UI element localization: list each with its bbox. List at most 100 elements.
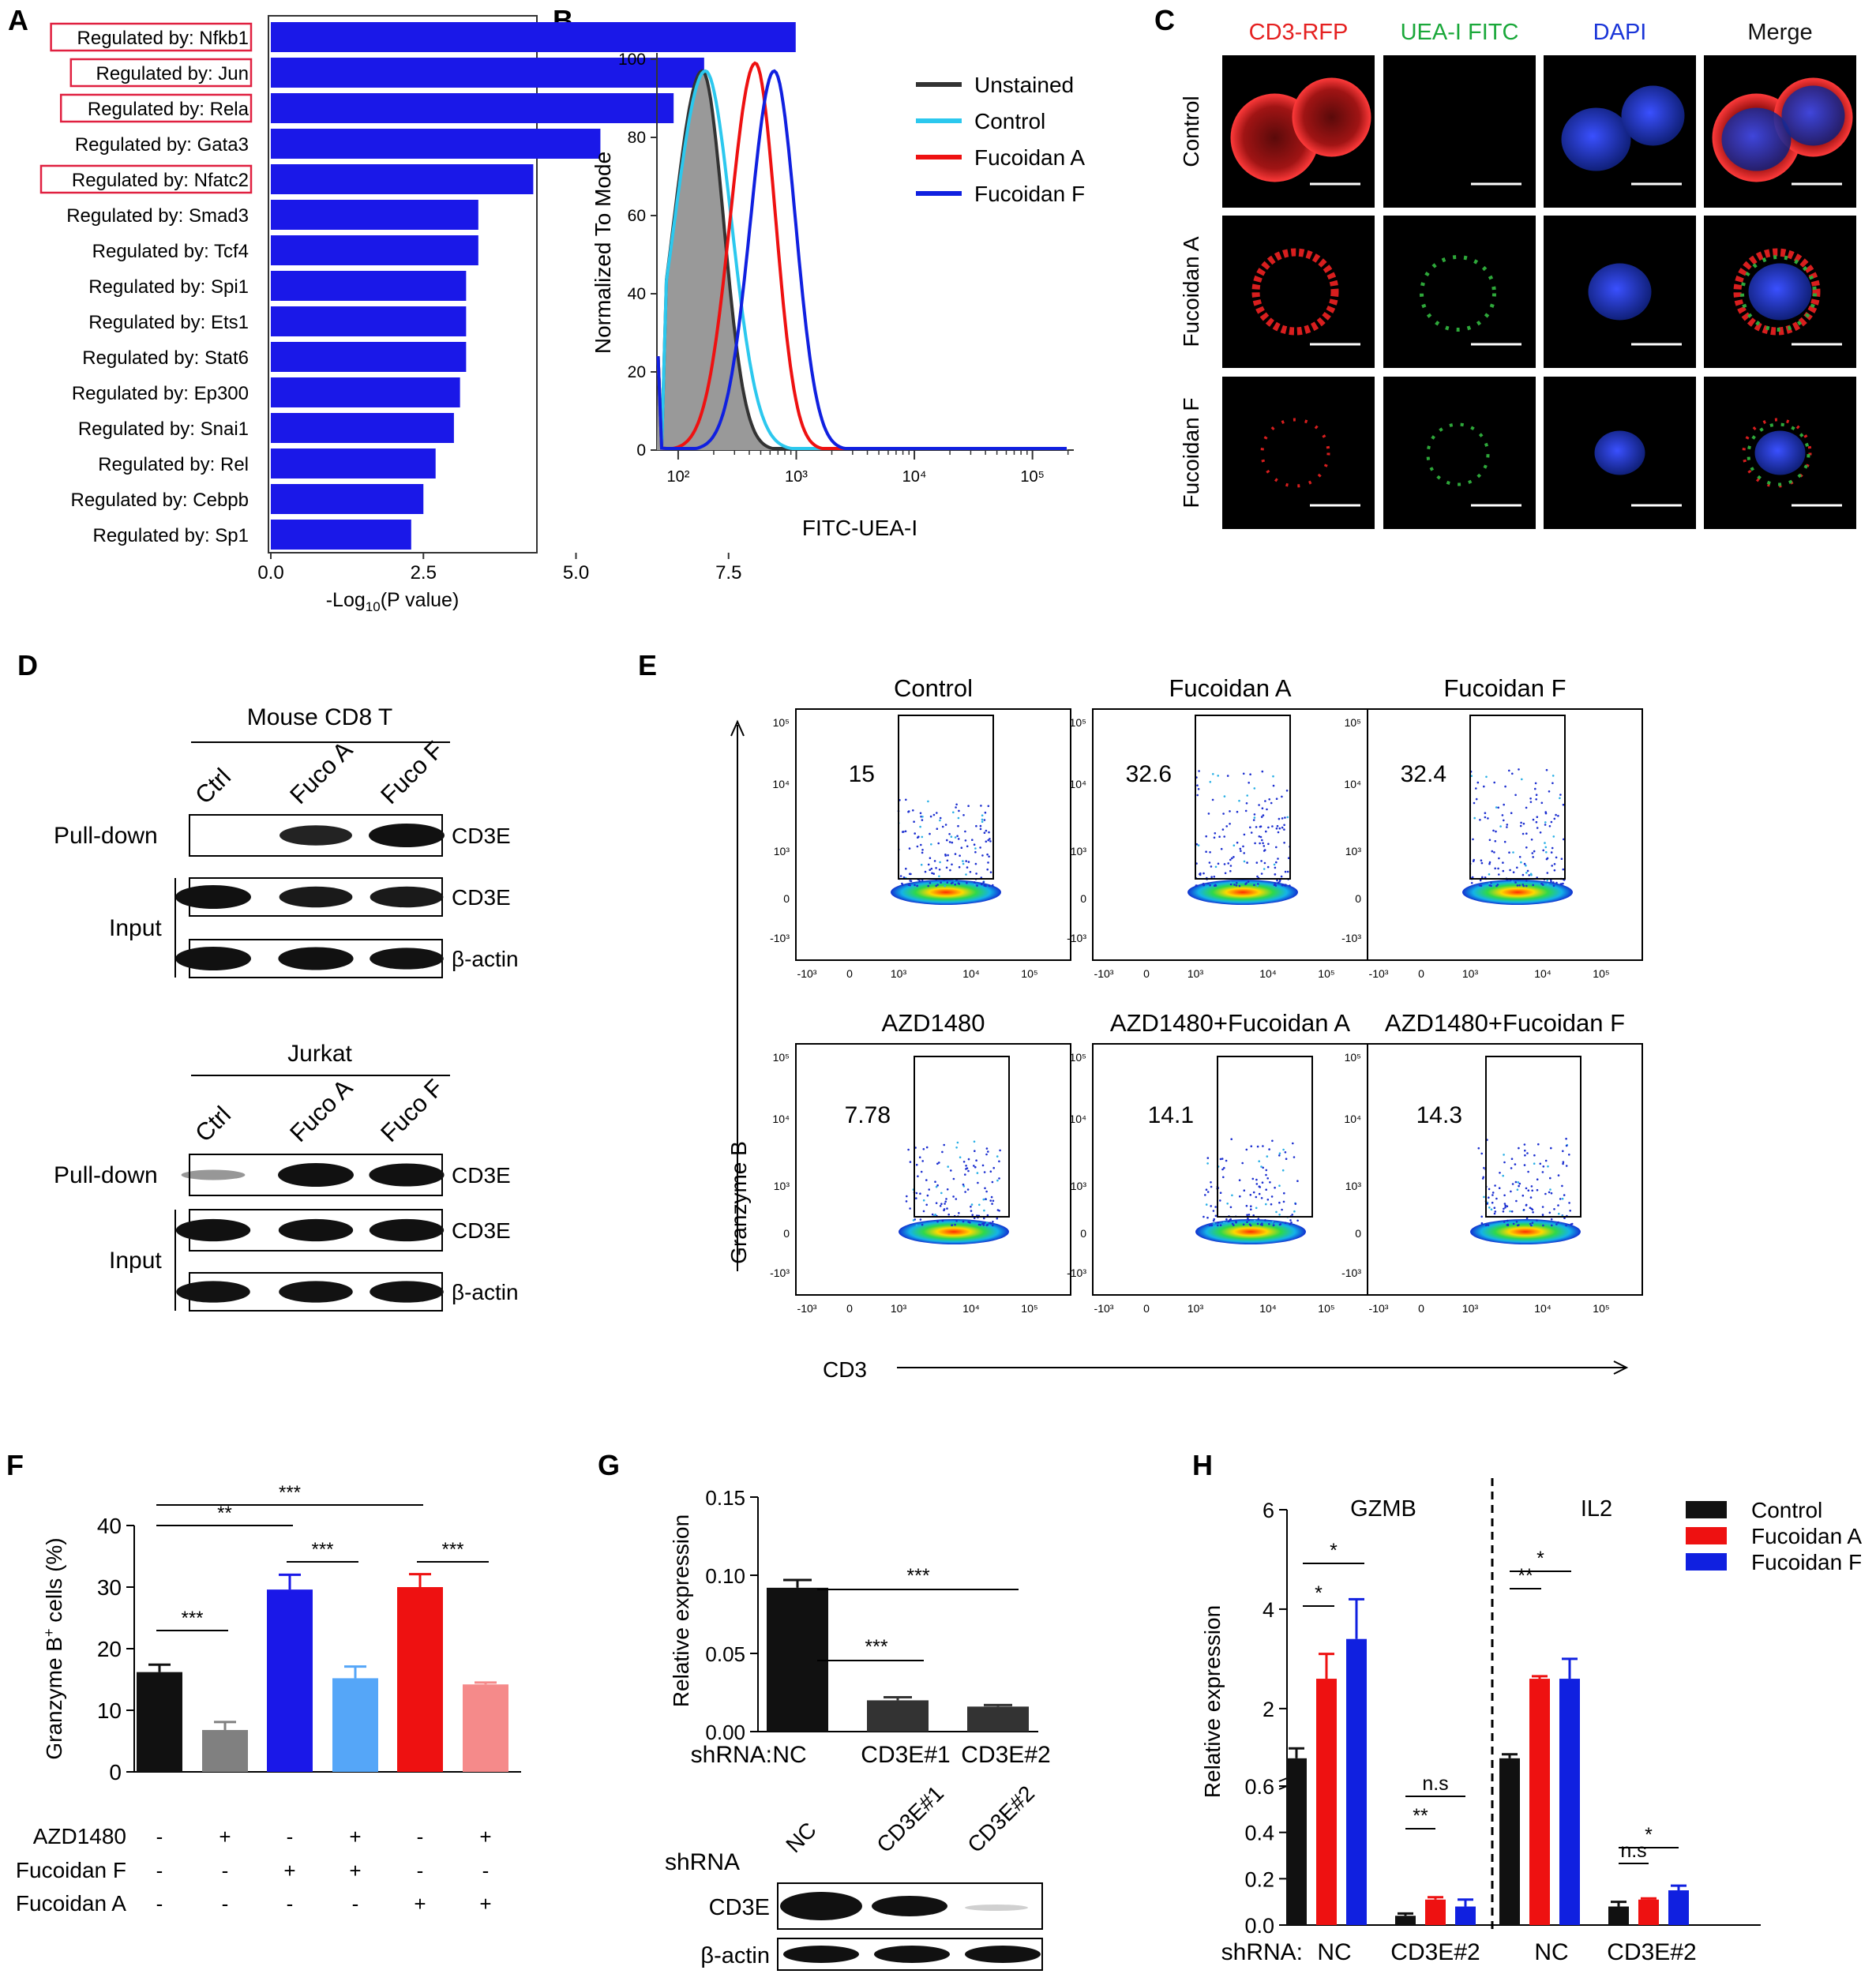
panel-e-event-dot bbox=[1525, 832, 1528, 835]
panel-e-event-dot bbox=[946, 839, 948, 842]
panel-e-ytick-label: 10³ bbox=[774, 1180, 790, 1192]
panel-h-legend-label: Control bbox=[1751, 1498, 1822, 1522]
panel-e-event-dot bbox=[1559, 794, 1562, 796]
panel-e-gate bbox=[1469, 715, 1566, 880]
panel-e-event-dot bbox=[1284, 816, 1286, 819]
panel-e-event-dot bbox=[1542, 884, 1544, 886]
panel-e-event-dot bbox=[1503, 1221, 1506, 1223]
panel-g-ytick-label: 0.05 bbox=[705, 1642, 745, 1666]
panel-e-event-dot bbox=[966, 1167, 969, 1169]
panel-e-event-dot bbox=[970, 1210, 973, 1212]
panel-e-event-dot bbox=[944, 884, 946, 888]
panel-e-event-dot bbox=[1273, 884, 1276, 887]
panel-e-event-dot bbox=[985, 829, 988, 832]
panel-g-band bbox=[965, 1905, 1028, 1911]
panel-c-row-label: Control bbox=[1179, 96, 1203, 167]
panel-e-event-dot bbox=[1229, 823, 1231, 825]
panel-e-event-dot bbox=[931, 872, 933, 875]
panel-e-event-dot bbox=[1239, 847, 1242, 850]
panel-e-event-dot bbox=[1525, 880, 1528, 882]
panel-e-event-dot bbox=[973, 843, 976, 846]
panel-e-event-dot bbox=[1267, 843, 1270, 846]
panel-e-event-dot bbox=[1526, 869, 1529, 873]
panel-e-event-dot bbox=[955, 803, 958, 806]
panel-e-event-dot bbox=[1223, 1166, 1225, 1169]
panel-e-event-dot bbox=[1542, 1165, 1545, 1168]
panel-e-event-dot bbox=[1265, 1203, 1267, 1206]
panel-e-event-dot bbox=[1280, 875, 1283, 878]
panel-e-event-dot bbox=[1241, 1162, 1244, 1165]
panel-c-image-tile bbox=[1383, 55, 1536, 208]
panel-a-highlight-box bbox=[59, 93, 253, 123]
panel-d-band bbox=[175, 947, 251, 970]
panel-e-event-dot bbox=[992, 1224, 994, 1227]
panel-e-event-dot bbox=[1551, 775, 1555, 777]
panel-e-event-dot bbox=[1218, 835, 1221, 838]
panel-e-event-dot bbox=[1283, 828, 1285, 831]
panel-e-event-dot bbox=[1488, 882, 1491, 885]
panel-e-density-core bbox=[1470, 1219, 1581, 1244]
panel-e-event-dot bbox=[996, 1179, 999, 1182]
panel-g-category-label: CD3E#1 bbox=[861, 1742, 950, 1768]
panel-e-event-dot bbox=[983, 1217, 985, 1220]
panel-e-event-dot bbox=[1195, 884, 1198, 887]
panel-e-event-dot bbox=[939, 1205, 942, 1207]
panel-e-event-dot bbox=[1499, 825, 1502, 828]
panel-e-event-dot bbox=[989, 1199, 992, 1202]
panel-e-event-dot bbox=[913, 820, 915, 823]
panel-e-event-dot bbox=[1260, 1197, 1263, 1199]
panel-e-xtick-label: 10⁵ bbox=[1318, 967, 1334, 980]
panel-e-event-dot bbox=[1557, 815, 1559, 817]
panel-e-event-dot bbox=[1278, 817, 1281, 820]
panel-e-event-dot bbox=[1292, 1142, 1294, 1145]
panel-e-event-dot bbox=[951, 881, 954, 884]
panel-e-event-dot bbox=[914, 832, 916, 835]
panel-d-lane-label: Fuco F bbox=[375, 736, 448, 809]
panel-e-plot-frame bbox=[1367, 1043, 1643, 1296]
panel-e-event-dot bbox=[1289, 884, 1291, 887]
panel-e-event-dot bbox=[1245, 1148, 1248, 1151]
panel-e-event-dot bbox=[1206, 1191, 1210, 1193]
panel-a-highlight-box bbox=[50, 22, 253, 52]
panel-c-row-label: Fucoidan F bbox=[1179, 397, 1203, 508]
panel-c-uea-signal bbox=[1420, 255, 1496, 332]
panel-e-xtick-label: 0 bbox=[846, 1302, 853, 1315]
panel-e-event-dot bbox=[987, 861, 989, 864]
panel-e-event-dot bbox=[909, 884, 911, 887]
panel-e-event-dot bbox=[1230, 1138, 1233, 1140]
panel-e-event-dot bbox=[974, 1165, 977, 1169]
panel-e-event-dot bbox=[1206, 1216, 1209, 1219]
panel-a-bar bbox=[271, 235, 478, 265]
panel-h-bar bbox=[1316, 1679, 1337, 1925]
panel-e-event-dot bbox=[1261, 770, 1264, 773]
panel-e-event-dot bbox=[1532, 884, 1534, 887]
panel-e-event-dot bbox=[987, 1150, 989, 1153]
panel-e-event-dot bbox=[1243, 1189, 1246, 1192]
panel-e-event-dot bbox=[983, 884, 985, 887]
panel-e-event-dot bbox=[1283, 824, 1285, 827]
panel-e-gate bbox=[1217, 1056, 1313, 1218]
panel-e-gate bbox=[914, 1056, 1010, 1218]
panel-e-xtick-label: -10³ bbox=[1369, 1302, 1389, 1315]
panel-e-event-dot bbox=[926, 1194, 929, 1197]
panel-e-event-dot bbox=[1229, 869, 1232, 873]
panel-b-ytick-label: 0 bbox=[636, 441, 646, 460]
panel-e-event-dot bbox=[1495, 1197, 1498, 1200]
panel-e-event-dot bbox=[1473, 816, 1476, 820]
panel-e-event-dot bbox=[938, 1162, 940, 1164]
panel-e-event-dot bbox=[921, 819, 924, 821]
panel-e-event-dot bbox=[904, 830, 907, 833]
panel-e-event-dot bbox=[946, 1207, 948, 1210]
panel-c-column-header: DAPI bbox=[1593, 20, 1647, 45]
panel-e-event-dot bbox=[1198, 770, 1200, 772]
panel-e-event-dot bbox=[1256, 1145, 1259, 1148]
panel-d-band bbox=[280, 825, 352, 846]
panel-e-event-dot bbox=[957, 816, 960, 820]
panel-e-event-dot bbox=[1239, 1195, 1241, 1198]
panel-f-bar bbox=[137, 1672, 182, 1772]
panel-e-event-dot bbox=[1488, 873, 1491, 876]
panel-f-condition-mark: + bbox=[283, 1859, 295, 1882]
panel-e-ytick-label: 10⁵ bbox=[1070, 1051, 1086, 1064]
